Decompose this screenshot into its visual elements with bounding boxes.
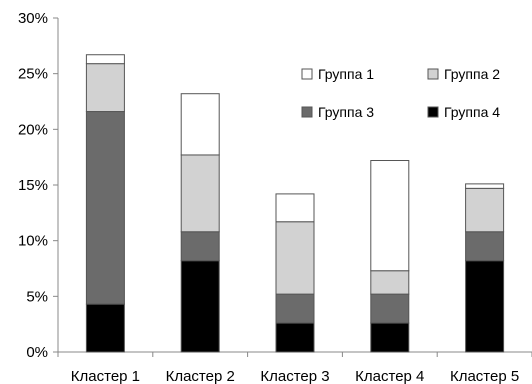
bar-segment-группа-1 <box>180 93 220 156</box>
legend-label: Группа 1 <box>318 66 374 82</box>
bar-segment-группа-4 <box>465 260 505 353</box>
bar-segment-группа-3 <box>85 111 125 305</box>
x-axis: Кластер 1 Кластер 2 Кластер 3 Кластер 4 Клас… <box>57 351 532 384</box>
bar-segment-группа-4 <box>180 260 220 353</box>
bar-segment-группа-3 <box>180 231 220 262</box>
bar-segment-группа-1 <box>465 183 505 189</box>
bar-segment-группа-2 <box>465 187 505 233</box>
bar-segment-группа-1 <box>275 193 315 223</box>
legend-swatch-группа-3 <box>301 106 313 118</box>
y-tick-label: 10% <box>18 233 48 250</box>
x-tick-label: Кластер 3 <box>260 368 329 384</box>
legend: Группа 1 Группа 2 Группа 3 Группа 4 <box>301 66 500 120</box>
bar-segment-группа-2 <box>275 221 315 295</box>
bar-segment-группа-1 <box>85 54 125 65</box>
bar-segment-группа-2 <box>180 154 220 233</box>
bar-segment-группа-4 <box>85 303 125 353</box>
y-tick-label: 0% <box>26 344 48 361</box>
bar-segment-группа-4 <box>275 322 315 353</box>
bar-segment-группа-4 <box>370 322 410 353</box>
y-tick-label: 25% <box>18 66 48 83</box>
legend-label: Группа 4 <box>444 104 500 120</box>
x-tick-label: Кластер 1 <box>71 368 140 384</box>
bar-segment-группа-3 <box>465 231 505 262</box>
bar-segment-группа-1 <box>370 160 410 272</box>
bar-segment-группа-2 <box>370 270 410 295</box>
y-tick-label: 5% <box>26 288 48 305</box>
y-tick-label: 20% <box>18 121 48 138</box>
bars <box>85 54 505 353</box>
legend-swatch-группа-1 <box>301 68 313 80</box>
x-tick-label: Кластер 4 <box>355 368 424 384</box>
legend-label: Группа 3 <box>318 104 374 120</box>
y-tick-label: 30% <box>18 10 48 27</box>
y-tick-label: 15% <box>18 177 48 194</box>
bar-segment-группа-2 <box>85 63 125 113</box>
legend-swatch-группа-4 <box>427 106 439 118</box>
legend-swatch-группа-2 <box>427 68 439 80</box>
legend-label: Группа 2 <box>444 66 500 82</box>
bar-segment-группа-3 <box>275 293 315 324</box>
bar-segment-группа-3 <box>370 293 410 324</box>
y-axis: 0% 5% 10% 15% 20% 25% 30% <box>18 10 59 361</box>
x-tick-label: Кластер 2 <box>166 368 235 384</box>
x-tick-label: Кластер 5 <box>450 368 519 384</box>
